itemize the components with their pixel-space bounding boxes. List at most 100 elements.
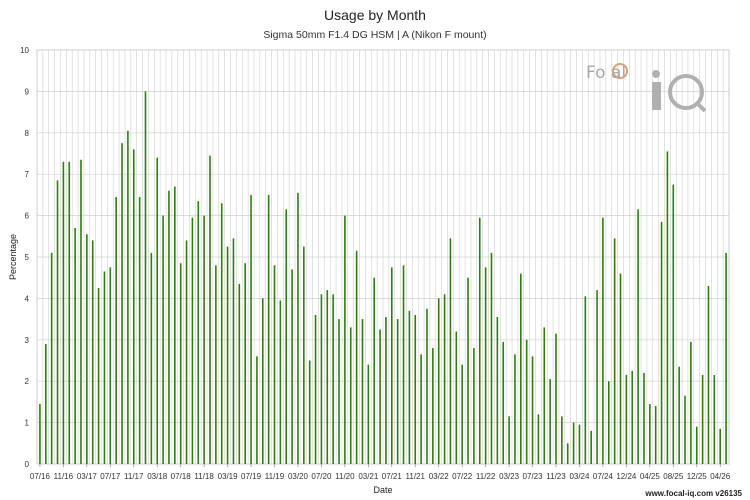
x-tick-label: 12/25 — [687, 472, 708, 481]
y-tick-label: 0 — [25, 460, 30, 469]
bar — [660, 221, 663, 464]
bar — [185, 240, 188, 464]
x-tick-label: 03/22 — [429, 472, 450, 481]
y-tick-label: 1 — [25, 419, 30, 428]
bar — [261, 298, 264, 464]
bar — [484, 267, 487, 464]
bar — [314, 314, 317, 464]
x-tick-label: 08/25 — [663, 472, 684, 481]
x-tick-label: 03/23 — [499, 472, 520, 481]
x-tick-label: 07/19 — [241, 472, 262, 481]
bar — [332, 294, 334, 464]
bar — [443, 294, 446, 464]
bar — [80, 159, 82, 464]
bar — [191, 217, 194, 464]
bar — [461, 364, 463, 464]
bar — [179, 263, 182, 464]
bar — [267, 194, 270, 464]
bar — [602, 217, 604, 464]
bar — [127, 130, 129, 465]
bar — [719, 428, 722, 464]
x-tick-label: 11/20 — [335, 472, 355, 481]
bar — [408, 310, 411, 464]
bar — [215, 265, 217, 464]
bar — [56, 180, 59, 464]
bar — [473, 348, 475, 464]
bar — [637, 209, 639, 464]
y-tick-label: 9 — [25, 87, 30, 96]
bar — [713, 374, 716, 464]
bar — [308, 360, 311, 464]
bar — [549, 379, 551, 464]
bar — [502, 341, 505, 464]
bar — [631, 370, 634, 464]
y-tick-label: 6 — [25, 212, 30, 221]
bar — [643, 372, 645, 464]
x-tick-label: 11/19 — [265, 472, 285, 481]
bar — [344, 215, 346, 464]
bar — [525, 339, 528, 464]
bar — [279, 300, 282, 464]
y-tick-label: 7 — [25, 170, 30, 179]
bar — [449, 238, 452, 464]
bar — [103, 271, 106, 464]
bar — [132, 149, 135, 465]
bar — [379, 329, 381, 464]
bar — [74, 228, 76, 464]
x-tick-label: 03/20 — [288, 472, 309, 481]
bar — [168, 190, 170, 464]
logo-magnifier-handle-icon — [695, 101, 707, 113]
bar — [385, 317, 387, 464]
bar — [561, 416, 563, 464]
bar — [649, 403, 651, 464]
bar — [226, 246, 229, 464]
bar — [437, 298, 440, 464]
bar — [496, 317, 499, 464]
bar — [162, 215, 164, 464]
bar — [238, 283, 241, 464]
bar — [543, 327, 546, 464]
bar — [285, 209, 288, 464]
footer-watermark: www.focal-iq.com v26135 — [644, 489, 742, 498]
logo-i-dot-icon — [652, 70, 660, 78]
x-tick-label: 07/17 — [100, 472, 121, 481]
bar — [244, 263, 246, 464]
bar — [514, 354, 516, 464]
bar — [619, 273, 622, 464]
bar — [291, 269, 293, 464]
bar — [220, 203, 223, 464]
bar — [326, 290, 329, 464]
bar — [115, 196, 117, 464]
bar — [209, 155, 211, 464]
bar — [62, 161, 65, 464]
bar — [355, 250, 358, 464]
bar — [68, 161, 71, 464]
x-tick-label: 07/20 — [311, 472, 332, 481]
bar — [402, 265, 405, 464]
x-tick-label: 11/22 — [476, 472, 496, 481]
y-tick-label: 8 — [25, 129, 30, 138]
bar — [50, 252, 53, 464]
logo-magnifier-icon — [668, 74, 704, 110]
bar — [420, 354, 422, 464]
y-tick-label: 2 — [25, 377, 30, 386]
y-tick-label: 3 — [25, 336, 30, 345]
bar — [701, 374, 704, 464]
x-tick-label: 07/22 — [452, 472, 473, 481]
y-axis-ticks: 0 1 2 3 4 5 6 7 8 9 10 — [20, 46, 29, 469]
bar — [584, 296, 587, 464]
bar — [566, 443, 569, 464]
bar — [121, 143, 123, 464]
bar — [349, 327, 352, 464]
bar — [197, 201, 200, 465]
bar — [426, 308, 428, 464]
bar — [273, 265, 276, 464]
bar — [144, 91, 147, 465]
bar — [396, 319, 399, 464]
bar — [596, 290, 598, 464]
bar — [203, 215, 205, 464]
bar — [297, 192, 299, 464]
logo-i-stem-icon — [652, 82, 661, 110]
logo-wordmark: Fo al — [586, 63, 626, 83]
